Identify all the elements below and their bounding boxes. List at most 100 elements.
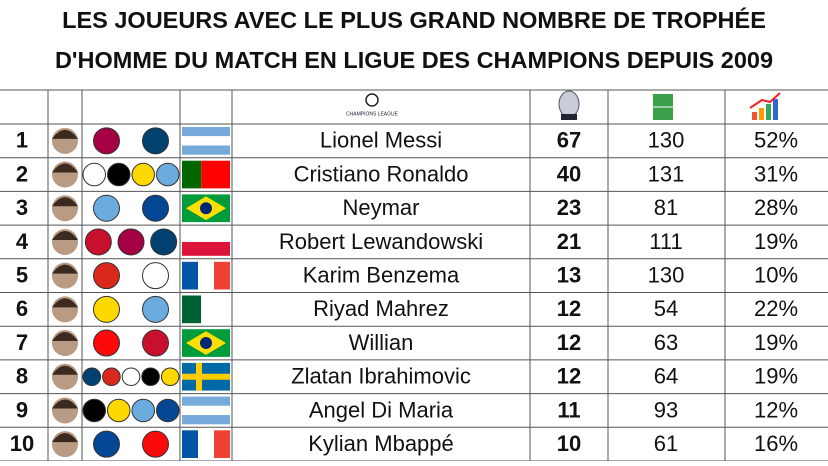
matches-count: 81	[654, 195, 678, 220]
player-name: Zlatan Ibrahimovic	[291, 364, 471, 389]
trophy-body	[558, 90, 580, 118]
club-logo	[93, 295, 120, 323]
title-line: LES JOUEURS AVEC LE PLUS GRAND NOMBRE DE…	[62, 6, 766, 33]
rank: 9	[16, 397, 28, 422]
club-logo	[93, 329, 120, 357]
flag-stripe	[182, 396, 230, 406]
motm-count: 13	[557, 262, 581, 287]
club-logo	[107, 398, 131, 423]
club-logo	[117, 228, 145, 256]
player-hair	[52, 433, 78, 443]
player-name: Karim Benzema	[303, 262, 460, 287]
flag-cross	[182, 373, 230, 380]
player-hair	[52, 230, 78, 240]
motm-count: 10	[557, 431, 581, 456]
club-logo	[142, 295, 169, 323]
club-logo	[150, 228, 178, 256]
icon-bar	[766, 104, 771, 120]
club-logo	[142, 262, 169, 290]
motm-ratio: 22%	[754, 296, 798, 321]
trophy-icon	[558, 90, 580, 120]
club-logo	[82, 367, 102, 387]
club-logo	[142, 430, 169, 458]
player-hair	[52, 399, 78, 409]
matches-count: 130	[648, 262, 685, 287]
club-logo	[93, 194, 120, 222]
player-hair	[52, 163, 78, 173]
flag-stripe	[182, 145, 230, 155]
motm-ratio: 28%	[754, 195, 798, 220]
player-hair	[52, 264, 78, 274]
motm-count: 21	[557, 229, 581, 254]
matches-count: 64	[654, 364, 678, 389]
player-name: Riyad Mahrez	[313, 296, 449, 321]
player-name: Willian	[349, 330, 414, 355]
player-name: Neymar	[342, 195, 419, 220]
player-hair	[52, 332, 78, 342]
flag-globe	[200, 337, 212, 350]
club-logo	[160, 367, 180, 387]
rank: 8	[16, 364, 28, 389]
matches-count: 111	[649, 229, 682, 254]
player-hair	[52, 197, 78, 207]
icon-bar	[759, 108, 764, 120]
pitch-icon	[653, 94, 673, 120]
motm-ratio: 12%	[754, 397, 798, 422]
motm-ratio: 10%	[754, 262, 798, 287]
matches-count: 131	[648, 161, 685, 186]
motm-ratio: 19%	[754, 364, 798, 389]
club-logo	[131, 398, 155, 423]
club-logo	[93, 127, 120, 155]
player-name: Robert Lewandowski	[279, 229, 483, 254]
matches-count: 130	[648, 128, 685, 153]
flag-stripe	[214, 261, 230, 290]
matches-count: 54	[654, 296, 678, 321]
flag-stripe	[182, 405, 230, 416]
club-logo	[156, 162, 180, 187]
player-name: Angel Di Maria	[309, 397, 454, 422]
flag-cross	[196, 362, 202, 391]
motm-count: 67	[557, 128, 581, 153]
club-logo	[82, 398, 106, 423]
club-logo	[142, 127, 169, 155]
rank: 4	[16, 229, 29, 254]
flag-stripe	[214, 430, 230, 458]
player-hair	[52, 129, 78, 139]
club-logo	[156, 398, 180, 423]
matches-count: 93	[654, 397, 678, 422]
logo-text: CHAMPIONS LEAGUE	[346, 111, 399, 117]
flag-stripe	[198, 430, 214, 458]
motm-count: 11	[557, 397, 580, 422]
flag-stripe	[182, 295, 202, 324]
rank: 2	[16, 161, 28, 186]
rank: 6	[16, 296, 28, 321]
flag-stripe	[182, 241, 230, 256]
motm-count: 12	[557, 364, 581, 389]
club-logo	[142, 194, 169, 222]
league-logo: CHAMPIONS LEAGUE	[346, 93, 399, 117]
club-logo	[82, 162, 106, 187]
ball-icon	[365, 93, 379, 107]
flag-stripe	[182, 160, 202, 189]
matches-count: 61	[654, 431, 678, 456]
club-logo	[102, 367, 121, 387]
motm-ratio: 31%	[754, 161, 798, 186]
player-name: Lionel Messi	[320, 128, 442, 153]
rank: 1	[16, 128, 28, 153]
motm-count: 12	[557, 330, 581, 355]
flag-stripe	[182, 228, 230, 242]
rank: 7	[16, 330, 28, 355]
player-hair	[52, 365, 78, 375]
club-logo	[93, 262, 120, 290]
flag-stripe	[182, 430, 198, 458]
icon-bar	[773, 99, 778, 120]
club-logo	[121, 367, 141, 387]
flag-stripe	[182, 261, 198, 290]
icon-arrow	[749, 92, 781, 109]
motm-ratio: 52%	[754, 128, 798, 153]
flag-stripe	[182, 127, 230, 137]
club-logo	[141, 367, 160, 387]
club-logo	[131, 162, 155, 187]
